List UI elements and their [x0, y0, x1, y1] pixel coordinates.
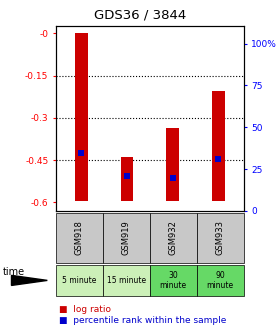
Text: GDS36 / 3844: GDS36 / 3844 — [94, 8, 186, 21]
Text: GSM918: GSM918 — [75, 220, 84, 255]
Bar — [212, 91, 225, 201]
Text: GSM932: GSM932 — [169, 220, 178, 255]
Text: time: time — [3, 267, 25, 277]
Bar — [75, 33, 88, 201]
Polygon shape — [11, 275, 47, 285]
Text: GSM919: GSM919 — [122, 220, 131, 255]
Text: 30
minute: 30 minute — [160, 271, 187, 290]
Text: 90
minute: 90 minute — [207, 271, 234, 290]
Text: 5 minute: 5 minute — [62, 276, 97, 285]
Bar — [120, 157, 133, 201]
Text: ■  log ratio: ■ log ratio — [59, 304, 111, 314]
Bar — [166, 128, 179, 201]
Text: ■  percentile rank within the sample: ■ percentile rank within the sample — [59, 316, 226, 325]
Text: GSM933: GSM933 — [216, 220, 225, 255]
Text: 15 minute: 15 minute — [107, 276, 146, 285]
